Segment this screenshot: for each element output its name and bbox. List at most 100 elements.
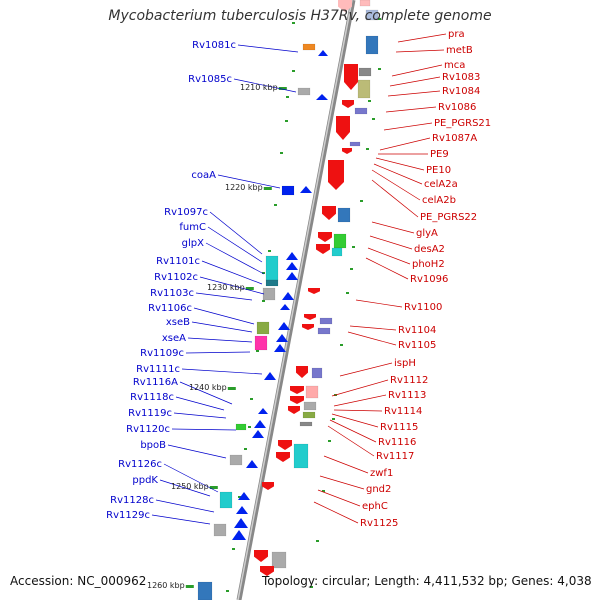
left-label-connector xyxy=(159,479,211,497)
forward-gene-arrow xyxy=(234,518,248,528)
tick-dash xyxy=(350,268,353,270)
right-gene-label: PE_PGRS22 xyxy=(420,212,477,223)
left-gene-label: ppdK xyxy=(132,475,158,486)
right-label-connector xyxy=(395,49,445,53)
tick-dash xyxy=(250,398,253,400)
reverse-gene-arrow xyxy=(302,324,314,330)
tick-dash xyxy=(368,100,371,102)
kbp-tick-label: 1250 kbp xyxy=(171,482,209,491)
left-label-connector xyxy=(181,368,263,375)
kbp-tick-label: 1240 kbp xyxy=(189,383,227,392)
map-title: Mycobacterium tuberculosis H37Rv, comple… xyxy=(108,8,492,24)
left-gene-label: Rv1109c xyxy=(140,348,184,359)
backbone-highlight xyxy=(237,0,353,600)
kbp-tick-mark xyxy=(185,585,194,588)
tick-dash xyxy=(346,292,349,294)
gene-block xyxy=(317,327,331,335)
right-label-connector xyxy=(349,325,397,331)
tick-dash xyxy=(372,118,375,120)
left-gene-label: Rv1119c xyxy=(128,408,172,419)
reverse-gene-arrow xyxy=(338,0,352,12)
forward-gene-arrow xyxy=(252,430,264,438)
tick-dash xyxy=(332,418,335,420)
gene-block xyxy=(365,35,379,55)
kbp-tick-label: 1220 kbp xyxy=(225,183,263,192)
right-label-connector xyxy=(319,475,365,490)
right-label-connector xyxy=(333,394,387,407)
reverse-gene-arrow xyxy=(278,440,292,450)
left-label-connector xyxy=(201,260,263,285)
left-gene-label: Rv1103c xyxy=(150,288,194,299)
left-label-connector xyxy=(167,444,227,459)
right-gene-label: Rv1096 xyxy=(410,274,448,285)
left-gene-label: Rv1118c xyxy=(130,392,174,403)
left-label-connector xyxy=(173,412,227,419)
left-label-connector xyxy=(179,381,233,405)
tick-dash xyxy=(262,300,265,302)
gene-block xyxy=(281,185,295,196)
forward-gene-arrow xyxy=(286,262,298,270)
tick-dash xyxy=(378,18,381,20)
gene-block xyxy=(319,317,333,325)
right-gene-label: metB xyxy=(446,45,473,56)
forward-gene-arrow xyxy=(318,50,328,56)
right-label-connector xyxy=(369,235,413,250)
tick-dash xyxy=(378,68,381,70)
reverse-gene-arrow xyxy=(316,244,330,254)
right-gene-label: Rv1084 xyxy=(442,86,480,97)
right-label-connector xyxy=(373,163,423,185)
gene-block xyxy=(302,411,316,419)
label-line-layer xyxy=(151,33,447,525)
tick-dash xyxy=(360,200,363,202)
kbp-tick-label: 1230 kbp xyxy=(207,283,245,292)
left-gene-label: fumC xyxy=(179,222,206,233)
reverse-gene-arrow xyxy=(304,314,316,320)
forward-gene-arrow xyxy=(276,334,288,342)
forward-gene-arrow xyxy=(282,292,294,300)
right-gene-label: Rv1117 xyxy=(376,451,414,462)
right-gene-label: glyA xyxy=(416,228,438,239)
kbp-tick-mark xyxy=(227,387,236,390)
label-layer: 1210 kbp 1220 kbp 1230 kbp 1240 kbp 1250 kbp… xyxy=(106,29,491,590)
right-gene-label: pra xyxy=(448,29,465,40)
left-gene-label: Rv1126c xyxy=(118,459,162,470)
left-gene-label: Rv1129c xyxy=(106,510,150,521)
forward-gene-arrow xyxy=(236,506,248,514)
tick-dash xyxy=(310,586,313,588)
left-gene-label: Rv1120c xyxy=(126,424,170,435)
gene-block xyxy=(311,367,323,379)
tick-dash xyxy=(286,96,289,98)
left-label-connector xyxy=(205,242,265,275)
left-gene-label: Rv1111c xyxy=(136,364,180,375)
left-label-connector xyxy=(217,174,281,189)
right-label-connector xyxy=(331,379,389,397)
reverse-gene-arrow xyxy=(342,148,352,154)
right-label-connector xyxy=(339,362,393,377)
right-gene-label: Rv1083 xyxy=(442,72,480,83)
gene-block xyxy=(297,87,311,96)
forward-gene-arrow xyxy=(316,94,328,100)
tick-dash xyxy=(285,120,288,122)
left-label-connector xyxy=(175,396,225,411)
right-gene-label: ispH xyxy=(394,358,416,369)
tick-dash xyxy=(244,448,247,450)
tick-dash xyxy=(262,272,265,274)
gene-block xyxy=(262,287,276,301)
right-gene-label: ephC xyxy=(362,501,388,512)
forward-gene-arrow xyxy=(300,186,312,193)
reverse-gene-arrow xyxy=(344,64,358,90)
left-label-connector xyxy=(191,321,253,333)
right-label-connector xyxy=(371,169,421,201)
tick-dash xyxy=(340,344,343,346)
gene-block xyxy=(265,279,279,287)
tick-dash xyxy=(322,490,325,492)
right-gene-label: Rv1104 xyxy=(398,325,436,336)
gene-block xyxy=(299,421,313,427)
reverse-gene-arrow xyxy=(290,396,304,404)
forward-gene-arrow xyxy=(258,408,268,414)
forward-gene-arrow xyxy=(286,272,298,280)
right-label-connector xyxy=(371,179,419,218)
reverse-gene-arrow xyxy=(322,206,336,220)
forward-gene-arrow xyxy=(280,304,290,310)
left-gene-label: bpoB xyxy=(140,440,166,451)
